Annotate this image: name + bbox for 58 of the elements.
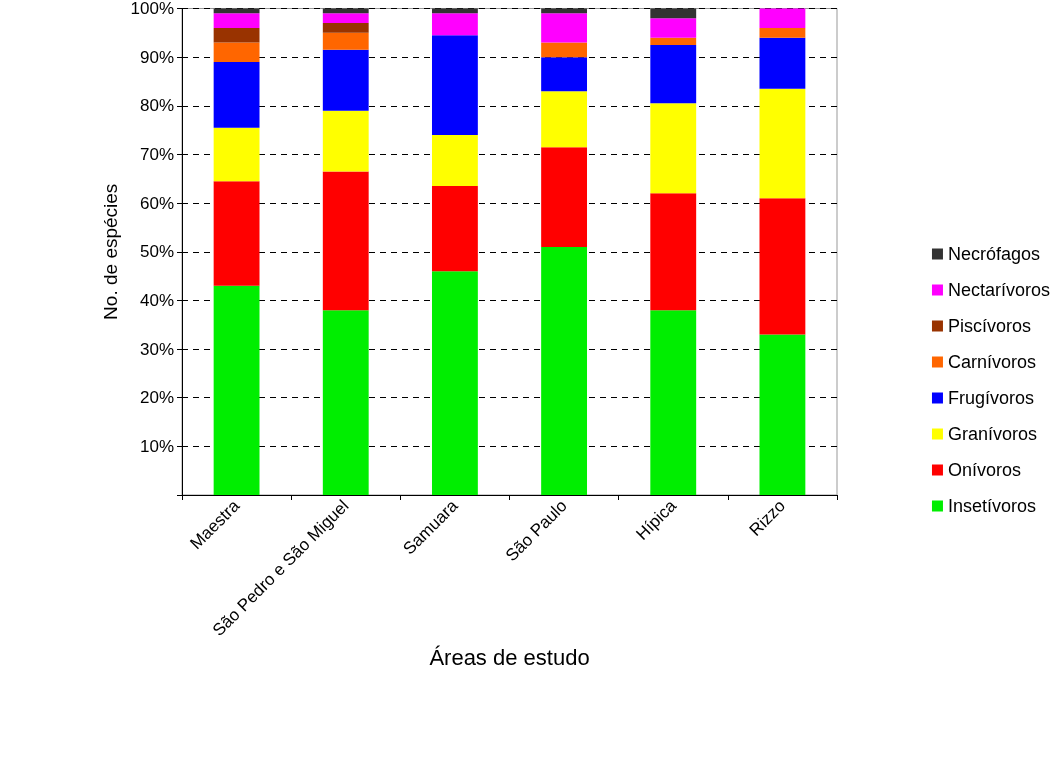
y-tick-label: 60% bbox=[139, 193, 174, 213]
y-tick-label: 100% bbox=[130, 0, 174, 18]
legend-label: Insetívoros bbox=[947, 496, 1037, 516]
bar bbox=[759, 8, 806, 28]
bar bbox=[541, 246, 588, 495]
bar bbox=[650, 310, 697, 495]
bar bbox=[213, 62, 260, 128]
bar bbox=[322, 13, 369, 24]
legend-label: Granívoros bbox=[947, 424, 1038, 444]
bar bbox=[322, 310, 369, 495]
legend-label: Frugívoros bbox=[947, 388, 1034, 408]
bar bbox=[213, 27, 260, 43]
bar bbox=[322, 171, 369, 311]
bar bbox=[431, 186, 478, 272]
bar bbox=[759, 88, 806, 199]
y-tick-label: 40% bbox=[139, 290, 174, 310]
bar bbox=[213, 127, 260, 182]
bar bbox=[541, 57, 588, 92]
bar bbox=[759, 37, 806, 89]
bar bbox=[322, 23, 369, 33]
legend-label: Carnívoros bbox=[947, 352, 1036, 372]
bar bbox=[213, 181, 260, 286]
legend-label: Onívoros bbox=[947, 460, 1021, 480]
bar bbox=[759, 198, 806, 335]
bar bbox=[431, 271, 478, 495]
bar bbox=[650, 8, 697, 19]
x-axis-title: Áreas de estudo bbox=[429, 644, 590, 670]
bar bbox=[213, 42, 260, 63]
bar bbox=[759, 27, 806, 38]
y-tick-label: 10% bbox=[139, 436, 174, 456]
y-axis-title: No. de espécies bbox=[99, 183, 121, 320]
legend-label: Piscívoros bbox=[947, 316, 1031, 336]
bar bbox=[541, 147, 588, 247]
bar bbox=[431, 13, 478, 36]
bar bbox=[759, 334, 806, 495]
legend-label: Necrófagos bbox=[947, 244, 1041, 264]
bar bbox=[650, 103, 697, 194]
bar bbox=[322, 49, 369, 111]
bar bbox=[322, 110, 369, 172]
y-tick-label: 20% bbox=[139, 388, 174, 408]
y-tick-label: 50% bbox=[139, 242, 174, 262]
bar bbox=[541, 91, 588, 148]
y-tick-label: 30% bbox=[139, 339, 174, 359]
bar bbox=[650, 37, 697, 45]
bar bbox=[213, 285, 260, 495]
bar bbox=[431, 134, 478, 187]
legend-label: Nectarívoros bbox=[947, 280, 1051, 300]
bar bbox=[650, 44, 697, 104]
bar bbox=[431, 35, 478, 135]
bar bbox=[213, 13, 260, 28]
y-tick-label: 80% bbox=[139, 96, 174, 116]
bar bbox=[322, 32, 369, 50]
bar bbox=[650, 18, 697, 38]
y-tick-label: 70% bbox=[139, 144, 174, 164]
bar bbox=[541, 42, 588, 58]
y-tick-label: 90% bbox=[139, 47, 174, 67]
bar bbox=[541, 13, 588, 43]
bar bbox=[650, 193, 697, 311]
